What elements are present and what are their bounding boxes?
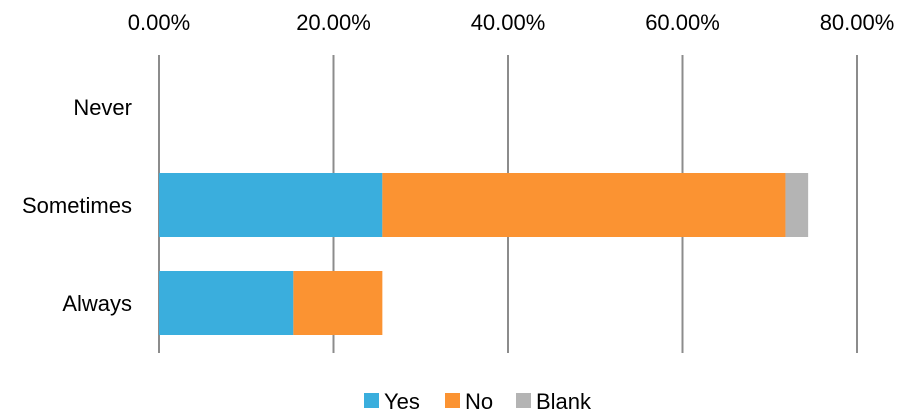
y-axis-categories: Never Sometimes Always <box>22 95 132 316</box>
x-tick-label: 20.00% <box>296 10 371 35</box>
bar-blank-sometimes <box>785 173 809 237</box>
category-label: Never <box>73 95 132 120</box>
legend-label-yes: Yes <box>384 389 420 414</box>
category-label: Always <box>62 291 132 316</box>
x-tick-label: 0.00% <box>128 10 190 35</box>
x-axis-ticks: 0.00% 20.00% 40.00% 60.00% 80.00% <box>128 10 895 35</box>
legend-swatch-no <box>445 393 460 408</box>
legend-swatch-yes <box>364 393 379 408</box>
bar-no-always <box>293 271 383 335</box>
legend-label-blank: Blank <box>536 389 592 414</box>
bar-yes-sometimes <box>159 173 383 237</box>
category-label: Sometimes <box>22 193 132 218</box>
bar-no-sometimes <box>382 173 786 237</box>
bars <box>159 173 809 335</box>
legend-swatch-blank <box>516 393 531 408</box>
bar-yes-always <box>159 271 294 335</box>
legend: Yes No Blank <box>364 389 592 414</box>
x-tick-label: 80.00% <box>820 10 895 35</box>
x-tick-label: 40.00% <box>471 10 546 35</box>
x-tick-label: 60.00% <box>645 10 720 35</box>
legend-label-no: No <box>465 389 493 414</box>
